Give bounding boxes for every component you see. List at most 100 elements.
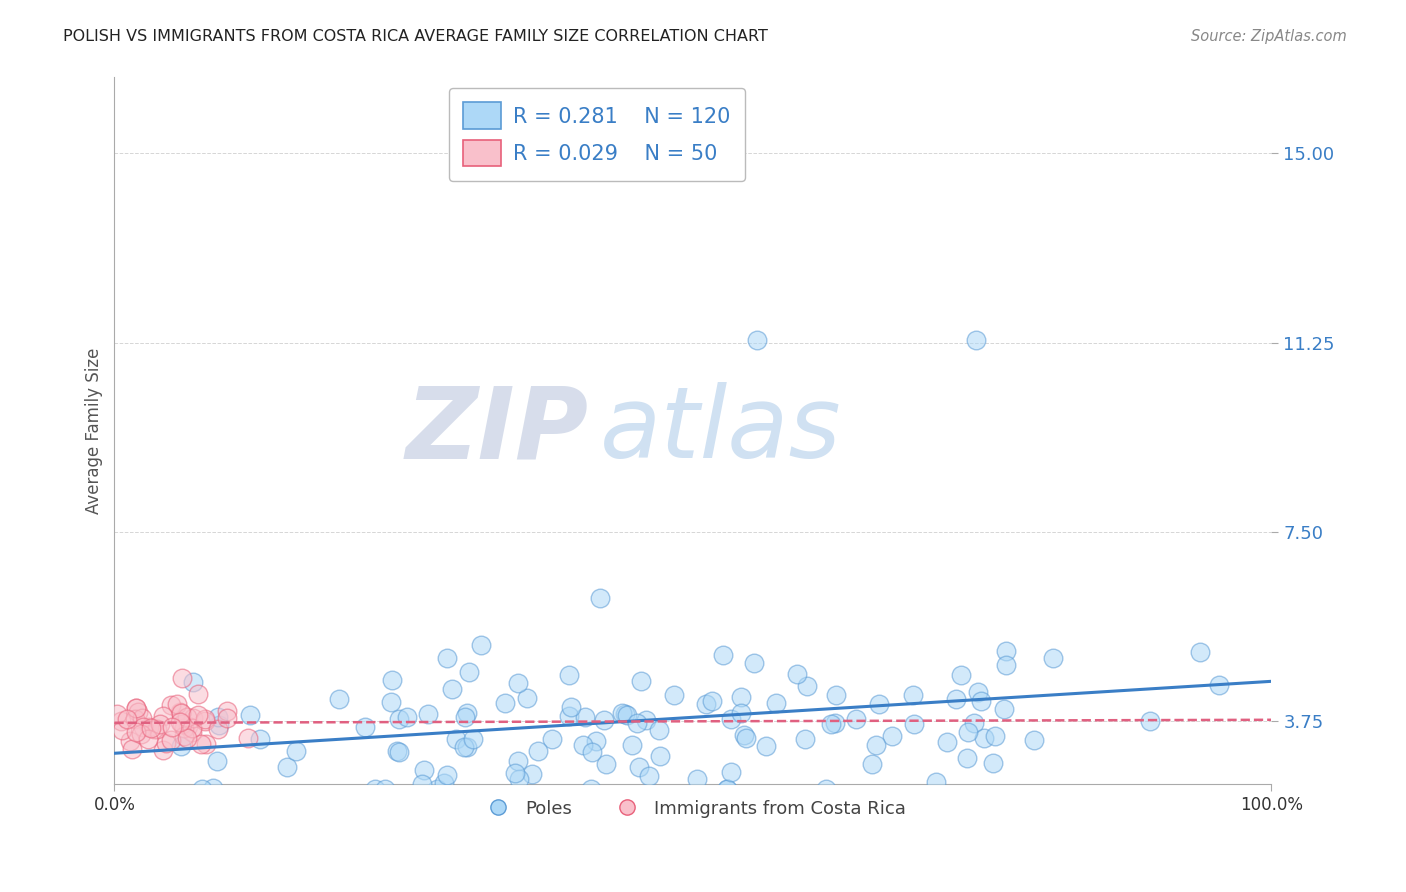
Point (880, 729, 903, 743)
Point (814, 782, 837, 797)
Point (207, 709, 229, 723)
Point (238, 707, 260, 722)
Y-axis label: Average Family Size: Average Family Size (86, 348, 103, 514)
Point (648, 723, 671, 738)
Point (581, 745, 603, 759)
Point (159, 698, 181, 713)
Point (820, 716, 842, 731)
Point (634, 713, 657, 727)
Point (695, 697, 717, 711)
Point (685, 772, 707, 786)
Point (208, 718, 231, 732)
Point (720, 712, 742, 726)
Point (395, 710, 418, 724)
Point (950, 668, 973, 682)
Point (173, 721, 195, 735)
Point (796, 679, 818, 693)
Point (572, 738, 595, 752)
Point (170, 706, 193, 721)
Point (627, 759, 650, 773)
Point (433, 776, 456, 790)
Point (730, 706, 752, 720)
Point (470, 638, 492, 652)
Point (735, 731, 758, 745)
Point (416, 707, 439, 722)
Point (127, 705, 149, 719)
Point (638, 769, 661, 783)
Point (187, 708, 209, 723)
Point (131, 711, 153, 725)
Point (1188, 645, 1211, 659)
Point (105, 707, 128, 722)
Point (592, 713, 614, 727)
Point (664, 688, 686, 702)
Point (152, 709, 174, 723)
Point (558, 709, 581, 723)
Point (506, 755, 529, 769)
Point (965, 333, 987, 347)
Point (110, 714, 132, 728)
Point (901, 688, 924, 702)
Point (426, 782, 449, 797)
Point (716, 782, 738, 797)
Point (205, 754, 228, 768)
Point (181, 675, 204, 690)
Point (132, 720, 155, 734)
Point (374, 782, 396, 797)
Point (865, 739, 887, 753)
Point (166, 697, 188, 711)
Point (969, 694, 991, 708)
Point (1042, 650, 1064, 665)
Point (328, 691, 350, 706)
Point (121, 742, 143, 756)
Point (145, 723, 167, 737)
Text: ZIP: ZIP (406, 383, 589, 479)
Point (139, 721, 162, 735)
Point (160, 732, 183, 747)
Point (589, 591, 612, 605)
Point (973, 731, 995, 746)
Point (824, 715, 846, 730)
Point (461, 732, 484, 747)
Point (860, 756, 883, 771)
Point (201, 781, 224, 796)
Point (284, 744, 307, 758)
Point (560, 699, 582, 714)
Point (1022, 733, 1045, 747)
Point (170, 672, 193, 686)
Point (125, 701, 148, 715)
Point (494, 696, 516, 710)
Point (136, 732, 159, 747)
Point (630, 673, 652, 688)
Point (194, 714, 217, 729)
Point (595, 757, 617, 772)
Point (995, 658, 1018, 673)
Point (181, 711, 204, 725)
Legend: Poles, Immigrants from Costa Rica: Poles, Immigrants from Costa Rica (474, 792, 912, 825)
Point (162, 720, 184, 734)
Point (981, 756, 1004, 770)
Point (994, 643, 1017, 657)
Point (169, 714, 191, 729)
Point (825, 688, 848, 702)
Point (380, 695, 402, 709)
Point (454, 709, 477, 723)
Point (194, 737, 217, 751)
Point (733, 727, 755, 741)
Point (138, 720, 160, 734)
Point (579, 782, 602, 797)
Point (522, 766, 544, 780)
Point (169, 705, 191, 719)
Point (236, 731, 259, 746)
Point (742, 656, 765, 670)
Point (1139, 714, 1161, 728)
Point (170, 717, 193, 731)
Point (215, 704, 238, 718)
Point (177, 719, 200, 733)
Point (155, 736, 177, 750)
Point (508, 676, 530, 690)
Point (700, 694, 723, 708)
Point (868, 697, 890, 711)
Point (436, 651, 458, 665)
Point (354, 720, 377, 734)
